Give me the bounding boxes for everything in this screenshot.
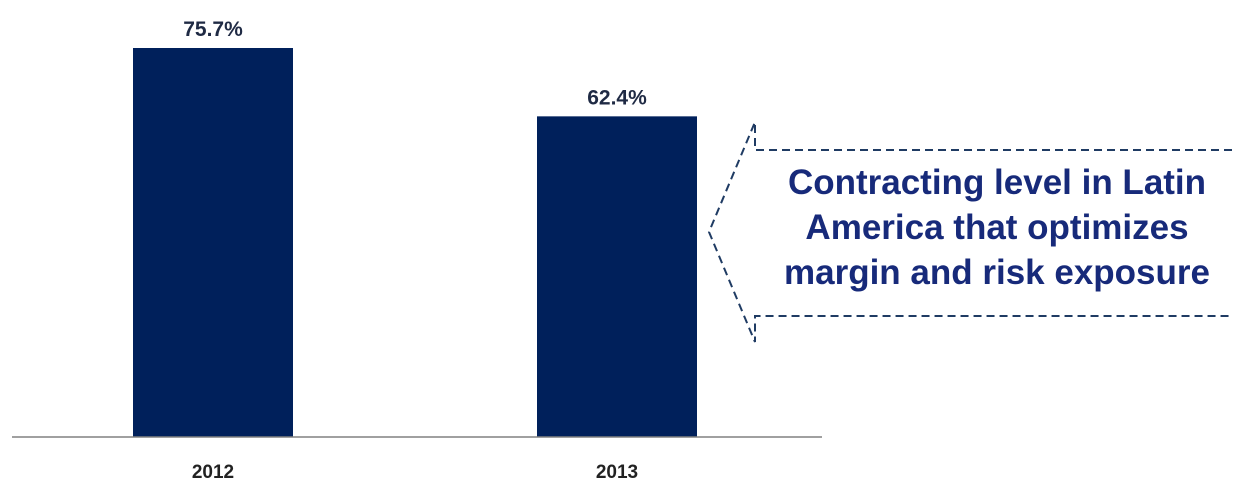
bar-2013 xyxy=(537,116,697,437)
x-tick-label-2012: 2012 xyxy=(192,462,234,483)
value-label-2013: 62.4% xyxy=(587,86,647,109)
callout-line-1: Contracting level in Latin xyxy=(787,163,1207,202)
bars-group xyxy=(133,48,697,437)
tick-labels-group: 2012 2013 xyxy=(192,462,638,483)
callout-text: Contracting level in Latin America that … xyxy=(762,160,1232,295)
bar-2012 xyxy=(133,48,293,437)
callout-line-3: margin and risk exposure xyxy=(784,253,1210,292)
x-tick-label-2013: 2013 xyxy=(596,462,638,483)
value-label-2012: 75.7% xyxy=(183,18,243,41)
callout-line-2: America that optimizes xyxy=(805,208,1189,247)
callout-arrow-border xyxy=(707,121,1232,343)
value-labels-group: 75.7% 62.4% xyxy=(183,18,647,109)
